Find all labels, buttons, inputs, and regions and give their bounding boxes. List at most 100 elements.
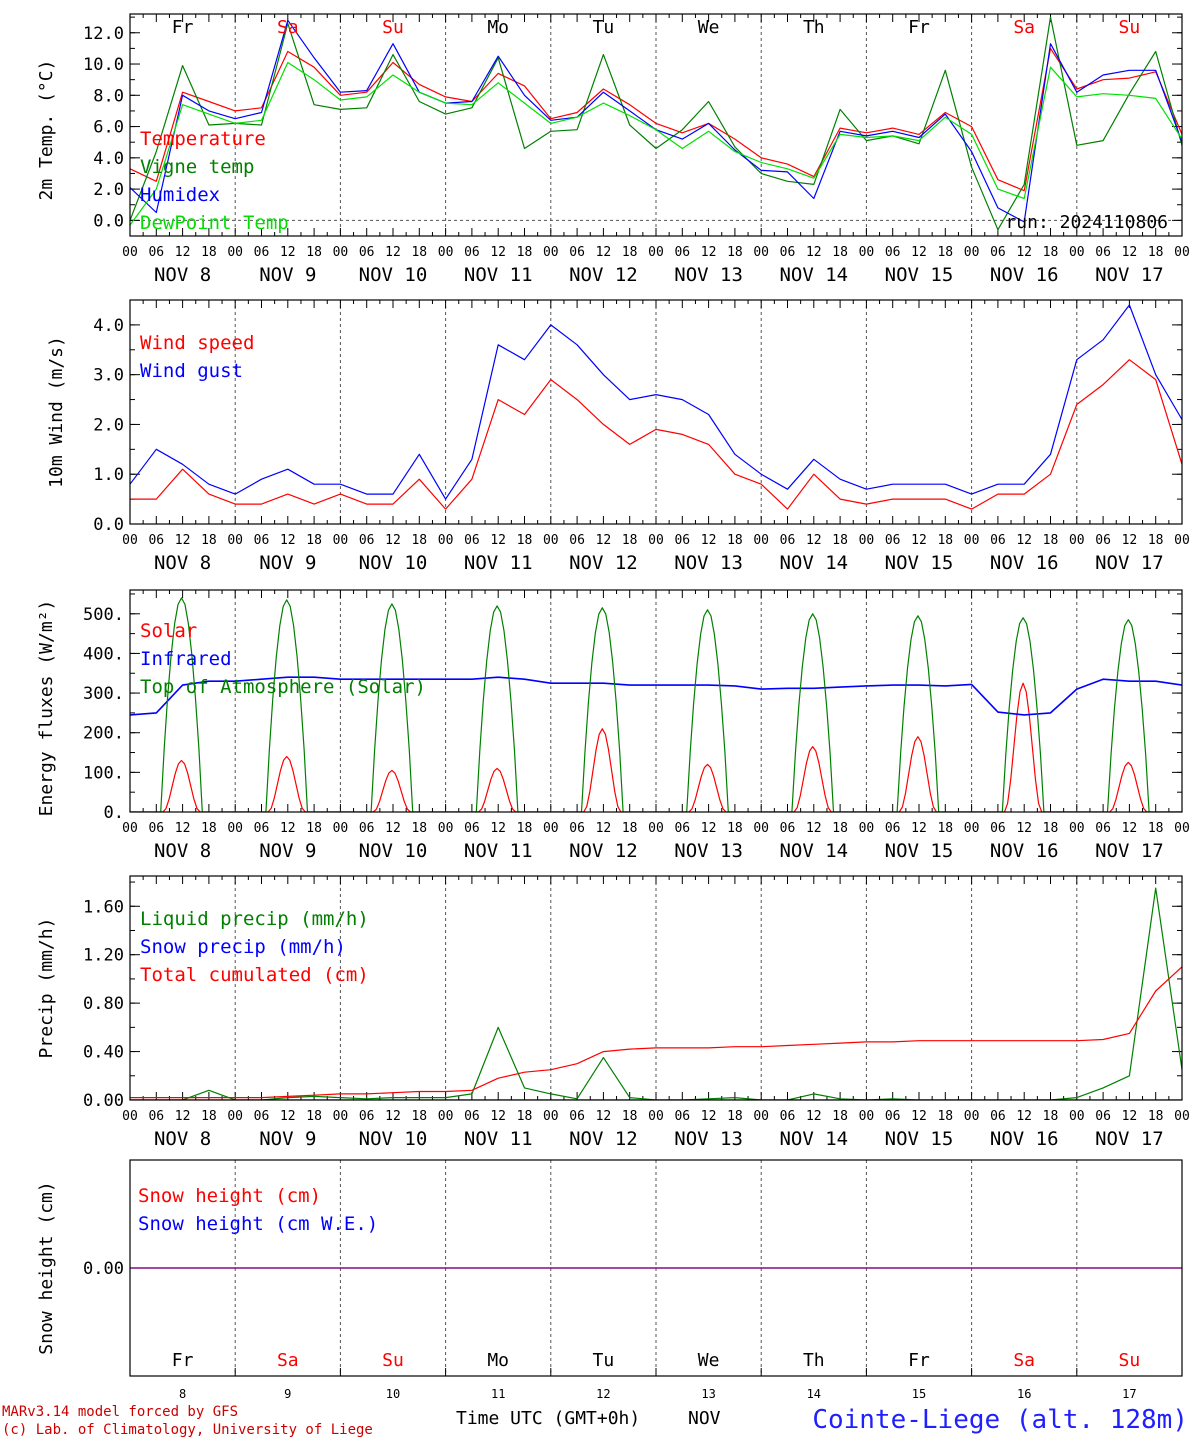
- series-line-2: [130, 676, 1182, 716]
- hour-tick-label: 06: [885, 1109, 901, 1124]
- legend-entry: Humidex: [140, 184, 220, 206]
- day-number-label: 16: [1017, 1387, 1031, 1401]
- day-label: NOV 10: [359, 840, 428, 862]
- day-label: NOV 8: [154, 840, 211, 862]
- y-tick-label: 10.0: [83, 55, 124, 75]
- hour-tick-label: 06: [674, 1109, 690, 1124]
- y-tick-label: 0.0: [93, 211, 124, 231]
- weekday-label: Mo: [487, 17, 509, 38]
- day-label: NOV 9: [259, 1128, 316, 1150]
- day-label: NOV 8: [154, 1128, 211, 1150]
- legend-entry: Total cumulated (cm): [140, 964, 369, 986]
- day-label: NOV 9: [259, 264, 316, 286]
- y-tick-label: 0.40: [83, 1043, 124, 1063]
- panel-frame: [129, 13, 1183, 237]
- weekday-label: Su: [382, 1350, 404, 1371]
- hour-tick-label: 18: [1148, 245, 1164, 260]
- hour-tick-label: 12: [701, 245, 717, 260]
- y-axis-label: Snow height (cm): [36, 1181, 57, 1354]
- legend-entry: Vigne temp: [140, 156, 254, 178]
- hour-tick-label: 12: [1016, 821, 1032, 836]
- hour-tick-label: 12: [280, 533, 296, 548]
- chart-panel-5: 0.00 Snow height (cm) Snow height (cm) Snow…: [36, 1159, 1183, 1401]
- hour-tick-label: 12: [701, 821, 717, 836]
- day-label: NOV 16: [990, 552, 1059, 574]
- hour-tick-label: 18: [1043, 1109, 1059, 1124]
- hour-tick-label: 18: [411, 245, 427, 260]
- hour-tick-label: 12: [596, 533, 612, 548]
- hour-tick-label: 12: [701, 533, 717, 548]
- hour-tick-label: 00: [964, 821, 980, 836]
- hour-tick-label: 00: [753, 245, 769, 260]
- hour-tick-label: 18: [517, 533, 533, 548]
- day-label: NOV 17: [1095, 1128, 1164, 1150]
- hour-tick-label: 12: [806, 245, 822, 260]
- day-number-label: 11: [491, 1387, 505, 1401]
- y-tick-label: 4.0: [93, 149, 124, 169]
- hour-tick-label: 00: [1174, 821, 1190, 836]
- hour-tick-label: 06: [359, 821, 375, 836]
- hour-tick-label: 12: [175, 1109, 191, 1124]
- panel-frame: [129, 589, 1183, 813]
- y-tick-label: 0.80: [83, 994, 124, 1014]
- y-tick-label: 3.0: [93, 366, 124, 386]
- day-label: NOV 14: [779, 840, 848, 862]
- hour-tick-label: 06: [569, 1109, 585, 1124]
- day-label: NOV 11: [464, 840, 533, 862]
- hour-tick-label: 12: [490, 533, 506, 548]
- hour-tick-label: 00: [964, 245, 980, 260]
- hour-tick-label: 18: [1043, 245, 1059, 260]
- hour-tick-label: 12: [1122, 245, 1138, 260]
- day-label: NOV 15: [885, 840, 954, 862]
- day-label: NOV 14: [779, 1128, 848, 1150]
- hour-tick-label: 00: [859, 245, 875, 260]
- hour-tick-label: 12: [911, 1109, 927, 1124]
- day-label: NOV 13: [674, 552, 743, 574]
- hour-tick-label: 12: [280, 1109, 296, 1124]
- weekday-label: Sa: [277, 17, 299, 38]
- day-label: NOV 9: [259, 552, 316, 574]
- day-label: NOV 11: [464, 1128, 533, 1150]
- day-label: NOV 17: [1095, 552, 1164, 574]
- legend-entry: Snow height (cm): [138, 1185, 321, 1207]
- hour-tick-label: 06: [359, 1109, 375, 1124]
- legend-entry: Solar: [140, 620, 197, 642]
- hour-tick-label: 12: [175, 533, 191, 548]
- hour-tick-label: 00: [1174, 533, 1190, 548]
- hour-tick-label: 18: [937, 1109, 953, 1124]
- hour-tick-label: 06: [990, 245, 1006, 260]
- hour-tick-label: 12: [280, 821, 296, 836]
- day-label: NOV 14: [779, 264, 848, 286]
- day-label: NOV 15: [885, 264, 954, 286]
- hour-tick-label: 18: [727, 1109, 743, 1124]
- hour-tick-label: 00: [543, 245, 559, 260]
- hour-tick-label: 06: [674, 821, 690, 836]
- hour-tick-label: 06: [885, 533, 901, 548]
- credit-line-2: (c) Lab. of Climatology, University of L…: [2, 1422, 373, 1438]
- panel-frame: [129, 875, 1183, 1101]
- hour-tick-label: 06: [464, 533, 480, 548]
- hour-tick-label: 00: [122, 1109, 138, 1124]
- weekday-label: We: [698, 17, 720, 38]
- hour-tick-label: 18: [306, 533, 322, 548]
- day-label: NOV 12: [569, 840, 638, 862]
- hour-tick-label: 12: [911, 821, 927, 836]
- day-label: NOV 8: [154, 552, 211, 574]
- y-tick-label: 2.0: [93, 180, 124, 200]
- hour-tick-label: 06: [254, 533, 270, 548]
- hour-tick-label: 00: [227, 821, 243, 836]
- hour-tick-label: 06: [1095, 533, 1111, 548]
- hour-tick-label: 12: [911, 533, 927, 548]
- hour-tick-label: 18: [517, 1109, 533, 1124]
- hour-tick-label: 12: [911, 245, 927, 260]
- legend-entry: Wind speed: [140, 332, 254, 354]
- day-number-label: 12: [596, 1387, 610, 1401]
- hour-tick-label: 18: [832, 533, 848, 548]
- station-name: Cointe-Liege (alt. 128m): [812, 1405, 1188, 1435]
- hour-tick-label: 00: [227, 533, 243, 548]
- hour-tick-label: 06: [148, 533, 164, 548]
- day-label: NOV 16: [990, 264, 1059, 286]
- hour-tick-label: 18: [1148, 1109, 1164, 1124]
- day-number-label: 14: [807, 1387, 821, 1401]
